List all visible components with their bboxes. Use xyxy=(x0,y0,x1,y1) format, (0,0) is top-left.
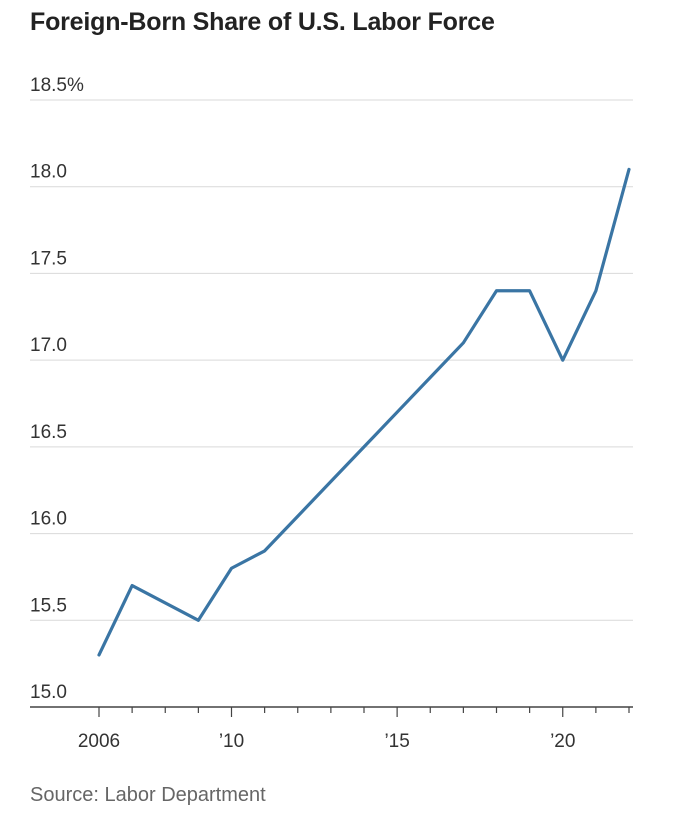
y-tick-label: 18.0 xyxy=(30,162,67,183)
x-axis-labels: 2006 ’10 ’15 ’20 xyxy=(78,731,576,752)
chart-title: Foreign-Born Share of U.S. Labor Force xyxy=(30,8,495,36)
x-tick-label: ’20 xyxy=(550,731,575,752)
y-tick-label: 15.5 xyxy=(30,595,67,616)
y-tick-label: 16.0 xyxy=(30,509,67,530)
x-axis xyxy=(30,706,633,717)
gridlines xyxy=(30,99,633,621)
y-tick-label: 16.5 xyxy=(30,422,67,443)
series-layer xyxy=(97,167,631,657)
y-tick-label: 17.5 xyxy=(30,248,67,269)
line-chart: 18.5% 18.0 17.5 17.0 16.5 16.0 15.5 15.0 2006 ’1… xyxy=(30,75,633,752)
y-axis-labels: 18.5% 18.0 17.5 17.0 16.5 16.0 15.5 15.0 xyxy=(30,75,84,703)
y-tick-label: 17.0 xyxy=(30,335,67,356)
y-tick-label: 15.0 xyxy=(30,682,67,703)
x-tick-label: ’10 xyxy=(219,731,244,752)
series-line xyxy=(97,167,631,657)
x-tick-label: 2006 xyxy=(78,731,120,752)
source-note: Source: Labor Department xyxy=(30,784,266,806)
x-tick-label: ’15 xyxy=(384,731,409,752)
y-tick-label: 18.5% xyxy=(30,75,84,96)
